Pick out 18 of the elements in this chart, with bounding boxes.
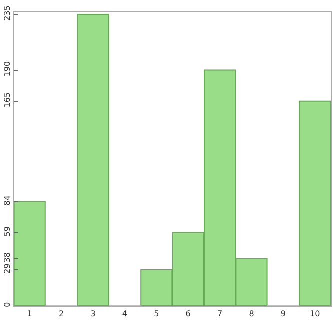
y-tick-label: 84 [2,196,12,206]
y-tick-label: 29 [2,264,12,274]
y-tick-label: 59 [2,226,12,237]
y-tick-label: 235 [2,6,12,21]
x-tick-label: 1 [27,310,32,319]
y-tick-label: 190 [2,61,12,77]
y-tick-label: 38 [2,252,12,263]
x-tick-label: 9 [280,310,286,319]
x-tick-label: 2 [59,310,64,319]
y-tick-label: 0 [2,302,12,308]
x-tick-label: 7 [218,310,223,319]
x-tick-label: 10 [310,310,320,319]
y-tick-label: 165 [2,92,12,108]
x-tick-label: 8 [249,310,254,319]
x-tick-label: 6 [186,310,191,319]
x-tick-label: 3 [90,310,96,319]
x-tick-label: 4 [122,310,128,319]
x-tick-label: 5 [154,310,160,319]
